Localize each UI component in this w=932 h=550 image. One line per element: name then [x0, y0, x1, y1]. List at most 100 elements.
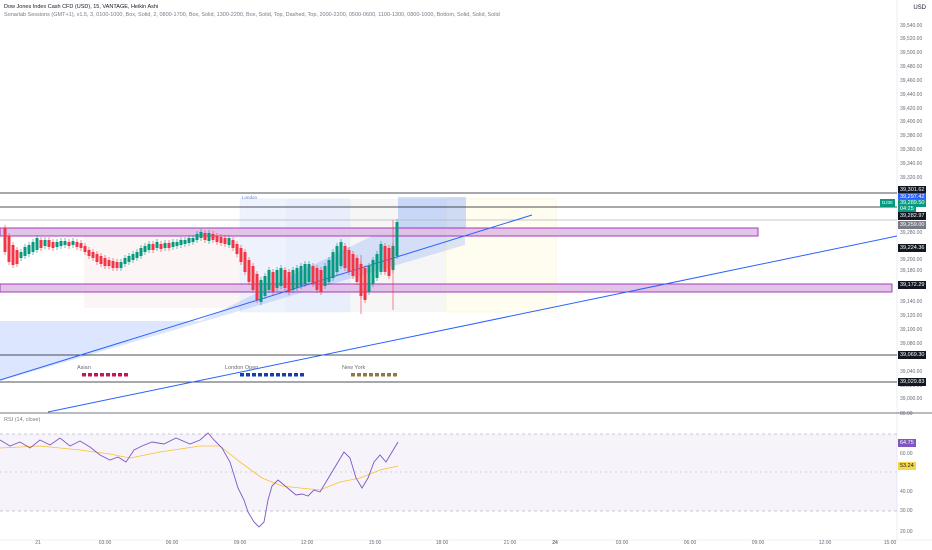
- candle: [119, 262, 123, 268]
- price-tick: 39,200.00: [900, 257, 923, 263]
- price-tick: 39,080.00: [900, 341, 923, 347]
- price-label: 39,224.36: [898, 244, 927, 252]
- candle: [35, 238, 39, 250]
- rsi-title[interactable]: RSI (14, close): [4, 417, 41, 423]
- price-tick: 39,540.00: [900, 23, 923, 29]
- session-london-label: London Open: [225, 365, 259, 371]
- candle: [303, 264, 307, 284]
- candle: [243, 252, 247, 272]
- candle: [55, 242, 59, 247]
- candle: [295, 268, 299, 288]
- london-marker: [282, 373, 286, 377]
- rsi-tick: 30.00: [900, 508, 913, 514]
- price-tick: 39,120.00: [900, 313, 923, 319]
- candle: [231, 240, 235, 248]
- newyork-marker: [375, 373, 379, 377]
- trend-line-upper: [0, 214, 533, 381]
- candle: [271, 272, 275, 292]
- price-tick: 39,000.00: [900, 396, 923, 402]
- newyork-marker: [387, 373, 391, 377]
- asian-marker: [106, 373, 110, 377]
- candle: [111, 261, 115, 268]
- candle: [259, 280, 263, 302]
- rsi-band: [0, 434, 897, 511]
- time-tick: 06:00: [165, 540, 179, 546]
- candle: [23, 247, 27, 256]
- symbol-title[interactable]: Dow Jones Index Cash CFD (USD), 15, VANT…: [4, 4, 159, 10]
- london-marker: [294, 373, 298, 377]
- candle: [227, 238, 231, 245]
- candle: [159, 244, 163, 249]
- price-tick: 39,360.00: [900, 147, 923, 153]
- candle: [15, 250, 19, 264]
- candle: [215, 236, 219, 242]
- candle: [175, 242, 179, 246]
- london-marker: [276, 373, 280, 377]
- price-label: 39,069.30: [898, 351, 927, 359]
- price-label: 04:25: [898, 205, 916, 213]
- indicator-legend[interactable]: Sonarlab Sessions (GMT+1), v1.5, 3, 0100…: [4, 12, 500, 18]
- candle: [203, 233, 207, 240]
- price-tick: 39,100.00: [900, 327, 923, 333]
- candle: [83, 246, 87, 252]
- candle: [199, 232, 203, 238]
- candle: [395, 222, 399, 256]
- price-tick: 39,280.00: [900, 230, 923, 236]
- candle: [207, 233, 211, 241]
- support-zone: [0, 283, 893, 293]
- candle: [223, 238, 227, 244]
- price-tick: 39,040.00: [900, 369, 923, 375]
- rsi-ma-line: [0, 445, 399, 491]
- asian-session-box: [84, 229, 240, 308]
- price-tick: 39,380.00: [900, 133, 923, 139]
- candle: [151, 244, 155, 250]
- candle: [251, 266, 255, 290]
- candle: [287, 272, 291, 292]
- asian-marker: [94, 373, 98, 377]
- asian-marker: [88, 373, 92, 377]
- candle: [7, 236, 11, 262]
- newyork-marker: [351, 373, 355, 377]
- candle: [367, 266, 371, 292]
- london-marker: [240, 373, 244, 377]
- candle: [371, 260, 375, 284]
- candle: [183, 240, 187, 244]
- candle: [191, 238, 195, 242]
- candle: [91, 252, 95, 258]
- session-box-label: London: [242, 195, 258, 200]
- rsi-tick: 20.00: [900, 529, 913, 535]
- price-tick: 39,340.00: [900, 161, 923, 167]
- time-tick: 18:00: [435, 540, 449, 546]
- candle: [311, 266, 315, 284]
- asian-marker: [82, 373, 86, 377]
- candle: [87, 250, 91, 256]
- candle: [383, 246, 387, 272]
- currency-label[interactable]: USD: [913, 5, 926, 11]
- candle: [315, 268, 319, 290]
- candle: [267, 270, 271, 290]
- candle: [155, 242, 159, 248]
- rsi-tick: 40.00: [900, 489, 913, 495]
- candle: [147, 244, 151, 250]
- candle: [95, 254, 99, 262]
- time-tick: 12:00: [818, 540, 832, 546]
- price-tick: 39,180.00: [900, 268, 923, 274]
- candle: [75, 242, 79, 247]
- time-tick: 09:00: [233, 540, 247, 546]
- candle: [379, 244, 383, 272]
- candle: [239, 248, 243, 262]
- rsi-value-label: 64.75: [898, 439, 916, 447]
- candle: [363, 268, 367, 300]
- london-marker: [288, 373, 292, 377]
- candle: [171, 242, 175, 247]
- time-tick: 21:00: [503, 540, 517, 546]
- time-tick: 24: [552, 540, 558, 546]
- london-marker: [258, 373, 262, 377]
- time-tick: 06:00: [683, 540, 697, 546]
- candle: [355, 258, 359, 282]
- candle: [43, 240, 47, 246]
- price-axis[interactable]: 39,540.00 39,520.00 39,500.00 39,480.00 39,4…: [897, 0, 932, 540]
- candle: [283, 270, 287, 288]
